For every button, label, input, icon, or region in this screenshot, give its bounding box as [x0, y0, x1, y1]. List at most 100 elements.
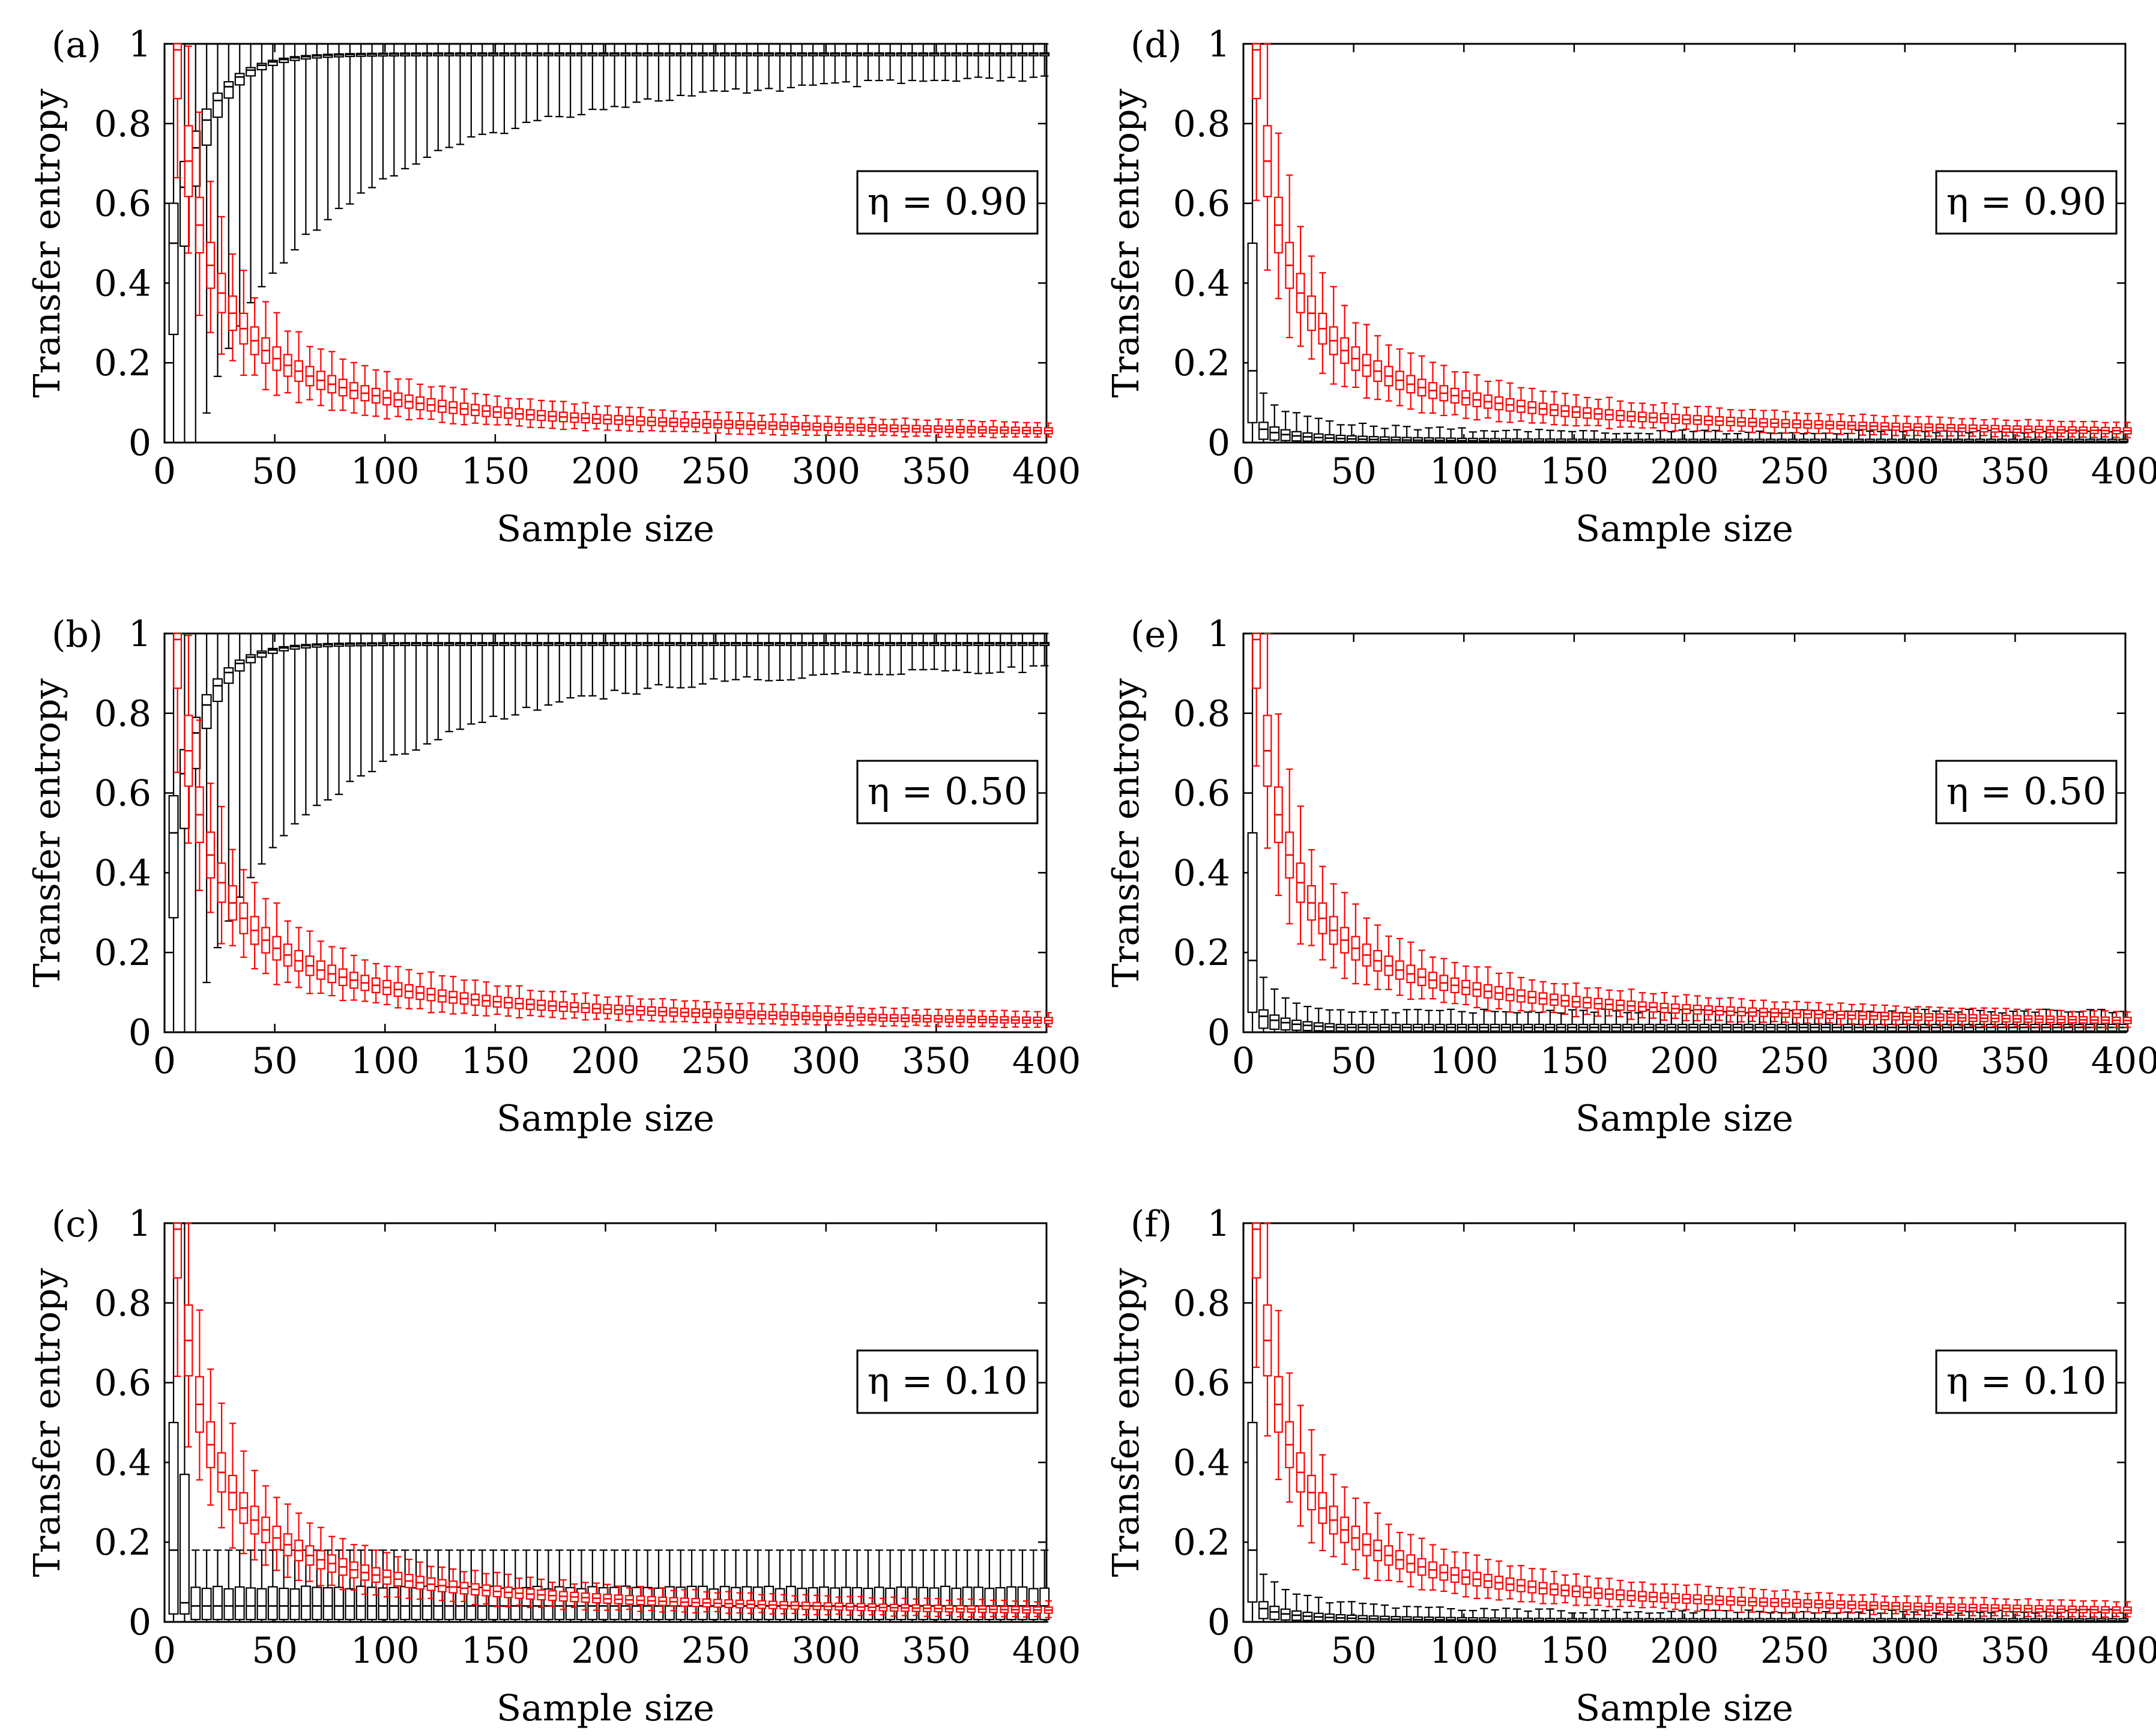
- box-body: [1248, 833, 1257, 1012]
- box-body: [202, 695, 211, 728]
- x-tick-label: 100: [351, 1630, 420, 1672]
- x-tick-label: 150: [1540, 1040, 1609, 1082]
- y-tick-label: 0.8: [1173, 693, 1230, 735]
- box-body: [1292, 1020, 1301, 1030]
- y-tick-label: 0.2: [94, 932, 151, 974]
- box-body: [1040, 1588, 1049, 1620]
- annotation-eta: η = 0.90: [1946, 180, 2107, 223]
- y-tick-label: 0: [1207, 422, 1230, 464]
- box-body: [941, 1586, 950, 1620]
- y-tick-label: 0: [128, 1012, 151, 1054]
- plot-frame: [165, 1223, 1046, 1622]
- box-body: [985, 1588, 994, 1620]
- box-body: [279, 1588, 288, 1620]
- box-body: [235, 73, 244, 85]
- box-body: [224, 1589, 233, 1620]
- y-tick-label: 0.8: [94, 103, 151, 145]
- x-tick-label: 0: [1232, 1040, 1255, 1082]
- x-tick-label: 200: [571, 450, 640, 492]
- box-body: [169, 796, 178, 918]
- y-axis-title: Transfer entropy: [1105, 89, 1147, 398]
- y-tick-label: 0.8: [1173, 103, 1230, 145]
- y-tick-label: 0.4: [94, 1442, 151, 1484]
- box-body: [246, 68, 255, 76]
- box-body: [312, 1587, 321, 1620]
- box-body: [996, 1588, 1005, 1620]
- box-body: [174, 44, 181, 98]
- y-tick-label: 0.2: [1173, 932, 1230, 974]
- x-axis-title: Sample size: [1575, 508, 1793, 550]
- x-tick-label: 0: [153, 1040, 176, 1082]
- x-tick-label: 250: [681, 1040, 750, 1082]
- box-body: [235, 660, 244, 671]
- box-body: [334, 1587, 343, 1620]
- x-tick-label: 400: [2091, 1040, 2156, 1082]
- x-tick-label: 50: [252, 1040, 297, 1082]
- y-axis-title: Transfer entropy: [26, 1268, 68, 1577]
- x-tick-label: 50: [252, 450, 297, 492]
- annotation-eta: η = 0.90: [868, 180, 1028, 223]
- box-body: [357, 1586, 366, 1620]
- x-tick-label: 0: [153, 1630, 176, 1672]
- panel-label: (e): [1131, 614, 1180, 656]
- box-body: [1029, 1589, 1038, 1620]
- x-tick-label: 250: [1760, 1040, 1829, 1082]
- x-tick-label: 350: [1981, 1040, 2050, 1082]
- box-body: [908, 1587, 917, 1620]
- x-tick-label: 400: [2091, 450, 2156, 492]
- x-axis-title: Sample size: [497, 1098, 714, 1140]
- box-body: [1281, 1018, 1290, 1030]
- y-axis-title: Transfer entropy: [26, 679, 68, 988]
- y-axis-title: Transfer entropy: [26, 89, 68, 398]
- y-tick-label: 1: [1207, 613, 1230, 655]
- box-body: [919, 1588, 928, 1620]
- x-tick-label: 350: [902, 450, 971, 492]
- x-tick-label: 0: [153, 450, 176, 492]
- y-tick-label: 0.4: [1173, 852, 1230, 894]
- x-tick-label: 100: [1430, 450, 1499, 492]
- x-tick-label: 100: [351, 450, 420, 492]
- box-body: [174, 634, 181, 688]
- box-body: [1259, 422, 1268, 439]
- box-body: [268, 1587, 277, 1620]
- box-body: [1018, 1587, 1027, 1620]
- box-body: [379, 1588, 388, 1620]
- y-tick-label: 0: [1207, 1012, 1230, 1054]
- y-tick-label: 1: [128, 613, 151, 655]
- box-body: [202, 1588, 211, 1620]
- y-tick-label: 0.4: [94, 852, 151, 894]
- box-body: [1248, 243, 1257, 423]
- y-tick-label: 0.2: [94, 342, 151, 384]
- box-body: [213, 1586, 222, 1620]
- x-tick-label: 250: [681, 1630, 750, 1672]
- box-body: [291, 1589, 300, 1620]
- panel-label: (c): [52, 1203, 100, 1245]
- y-tick-label: 0.8: [94, 693, 151, 735]
- annotation-box: η = 0.90: [857, 171, 1037, 234]
- box-body: [390, 1588, 399, 1620]
- box-body: [301, 1586, 310, 1620]
- box-body: [423, 1586, 432, 1620]
- y-tick-label: 0.6: [1173, 773, 1230, 815]
- box-body: [202, 109, 211, 145]
- box-body: [213, 93, 222, 117]
- box-body: [224, 82, 233, 98]
- x-tick-label: 50: [252, 1630, 297, 1672]
- box-body: [246, 1588, 255, 1620]
- x-axis-title: Sample size: [1575, 1098, 1793, 1140]
- box-body: [367, 1587, 376, 1620]
- annotation-box: η = 0.90: [1936, 171, 2116, 234]
- plot-frame: [1243, 44, 2125, 443]
- box-body: [258, 651, 267, 657]
- box-body: [258, 1589, 267, 1620]
- box-body: [974, 1587, 983, 1620]
- box-body: [180, 1474, 189, 1614]
- box-body: [1252, 634, 1260, 688]
- plot-frame: [1243, 634, 2125, 1032]
- x-tick-label: 150: [1540, 450, 1609, 492]
- annotation-box: η = 0.50: [857, 761, 1037, 823]
